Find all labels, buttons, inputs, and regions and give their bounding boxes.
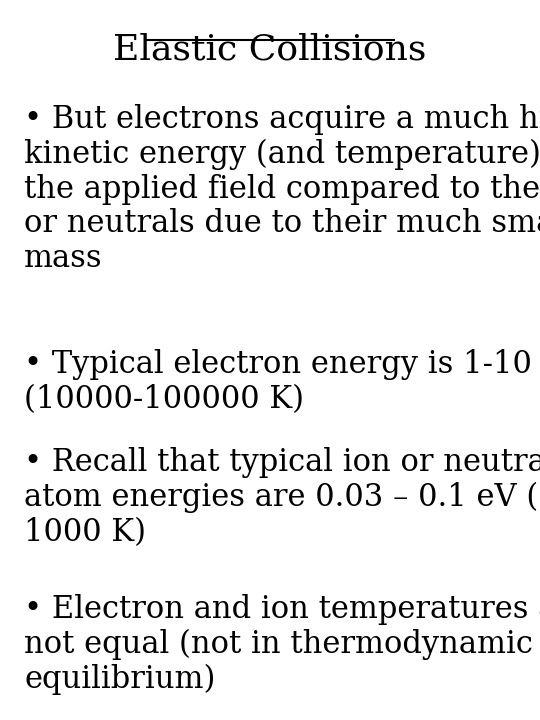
Text: • Recall that typical ion or neutral
atom energies are 0.03 – 0.1 eV (300-
1000 : • Recall that typical ion or neutral ato… (24, 447, 540, 548)
Text: Elastic Collisions: Elastic Collisions (113, 32, 427, 66)
Text: • But electrons acquire a much higher
kinetic energy (and temperature) from
the : • But electrons acquire a much higher ki… (24, 104, 540, 274)
Text: • Electron and ion temperatures are
not equal (not in thermodynamic
equilibrium): • Electron and ion temperatures are not … (24, 594, 540, 695)
Text: • Typical electron energy is 1-10 eV
(10000-100000 K): • Typical electron energy is 1-10 eV (10… (24, 349, 540, 415)
